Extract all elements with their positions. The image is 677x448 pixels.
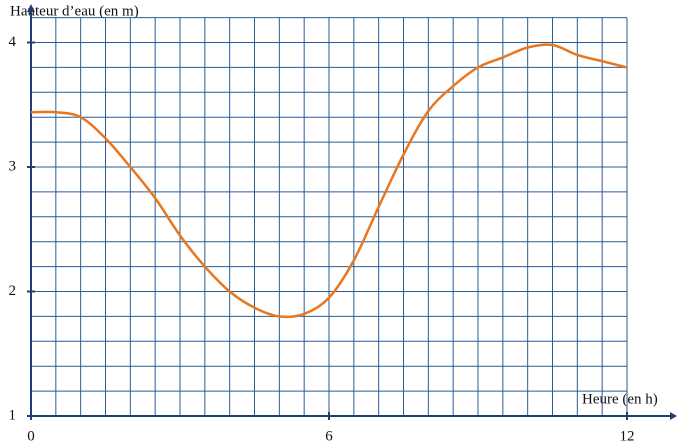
y-tick-label: 1 [9, 407, 17, 423]
y-tick-label: 4 [9, 34, 17, 50]
x-axis-arrow [670, 412, 677, 420]
x-tick-label: 0 [27, 428, 35, 444]
x-tick-label: 12 [620, 428, 635, 444]
chart: Hauteur d’eau (en m) Heure (en h) 061212… [0, 0, 677, 448]
x-tick-label: 6 [325, 428, 333, 444]
x-axis-label: Heure (en h) [582, 391, 658, 407]
y-tick-label: 2 [9, 283, 17, 299]
y-tick-label: 3 [9, 158, 17, 174]
